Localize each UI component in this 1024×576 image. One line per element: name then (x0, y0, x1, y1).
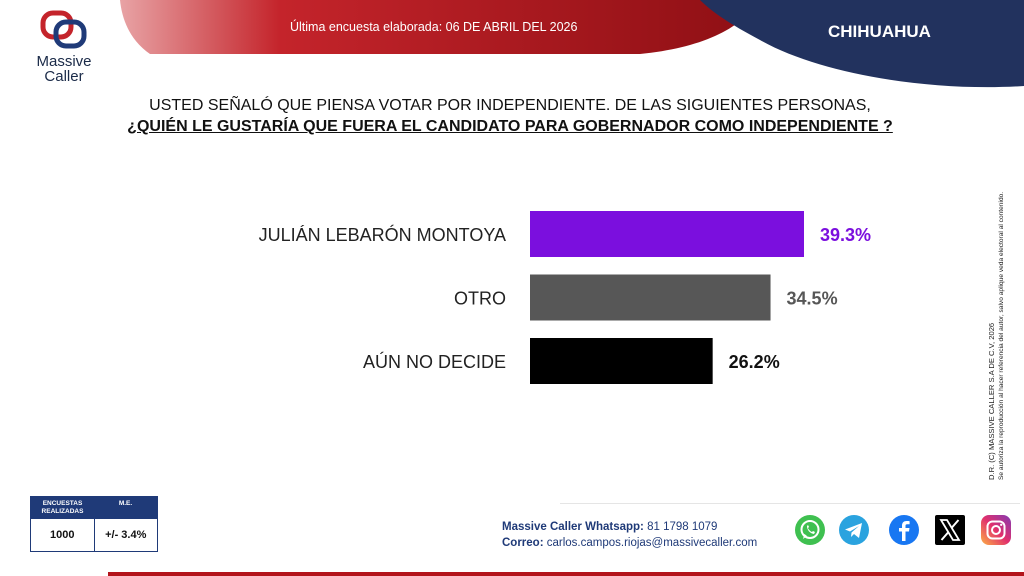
category-label-0: JULIÁN LEBARÓN MONTOYA (259, 224, 506, 245)
value-label-1: 34.5% (787, 289, 838, 309)
margin-error-value: +/- 3.4% (105, 529, 147, 541)
header-red-band (120, 0, 760, 54)
footer-divider (560, 503, 1020, 504)
sample-table-header: ENCUESTAS REALIZADAS M.E. (31, 497, 157, 519)
brand-logo: Massive Caller (24, 8, 104, 92)
whatsapp-label: Massive Caller Whatsapp: (502, 521, 644, 533)
bar-0 (530, 211, 804, 257)
whatsapp-icon[interactable] (794, 514, 826, 546)
value-label-2: 26.2% (729, 352, 780, 372)
header-navy-band (700, 0, 1024, 88)
copyright-note: D.R. (C) MASSIVE CALLER S.A DE C.V, 2026… (987, 192, 1005, 480)
question-line-1: USTED SEÑALÓ QUE PIENSA VOTAR POR INDEPE… (149, 97, 871, 114)
surveys-value: 1000 (31, 519, 95, 551)
social-links (794, 514, 1014, 550)
category-label-2: AÚN NO DECIDE (363, 351, 506, 372)
email-label: Correo: (502, 537, 544, 549)
logo-name: Massive Caller (36, 53, 92, 85)
margin-error-header: M.E. (118, 500, 133, 507)
facebook-icon[interactable] (888, 514, 920, 546)
copyright-line-1: D.R. (C) MASSIVE CALLER S.A DE C.V, 2026 (987, 323, 996, 480)
footer-red-line (108, 572, 1024, 576)
copyright-line-2: Se autoriza la reproducción al hacer ref… (998, 192, 1005, 480)
logo-mark-icon (40, 10, 87, 49)
bar-2 (530, 338, 713, 384)
whatsapp-number: 81 1798 1079 (647, 521, 718, 533)
x-icon[interactable] (934, 514, 966, 546)
state-title: CHIHUAHUA (828, 22, 931, 41)
whatsapp-contact: Massive Caller Whatsapp: 81 1798 1079 (502, 519, 757, 535)
email-address[interactable]: carlos.campos.riojas@massivecaller.com (546, 537, 758, 549)
email-contact: Correo: carlos.campos.riojas@massivecall… (502, 535, 757, 551)
survey-question: USTED SEÑALÓ QUE PIENSA VOTAR POR INDEPE… (60, 96, 960, 138)
sample-table-row: 1000 +/- 3.4% (31, 519, 157, 551)
contact-info: Massive Caller Whatsapp: 81 1798 1079 Co… (502, 519, 757, 551)
question-line-2: ¿QUIÉN LE GUSTARÍA QUE FUERA EL CANDIDAT… (127, 118, 893, 135)
survey-date: Última encuesta elaborada: 06 DE ABRIL D… (290, 20, 578, 34)
bar-1 (530, 274, 771, 321)
sample-table: ENCUESTAS REALIZADAS M.E. 1000 +/- 3.4% (30, 496, 158, 552)
surveys-header: ENCUESTAS REALIZADAS (41, 500, 84, 515)
value-label-0: 39.3% (820, 225, 871, 245)
instagram-icon[interactable] (980, 514, 1012, 546)
category-label-1: OTRO (454, 289, 506, 309)
telegram-icon[interactable] (838, 514, 870, 546)
